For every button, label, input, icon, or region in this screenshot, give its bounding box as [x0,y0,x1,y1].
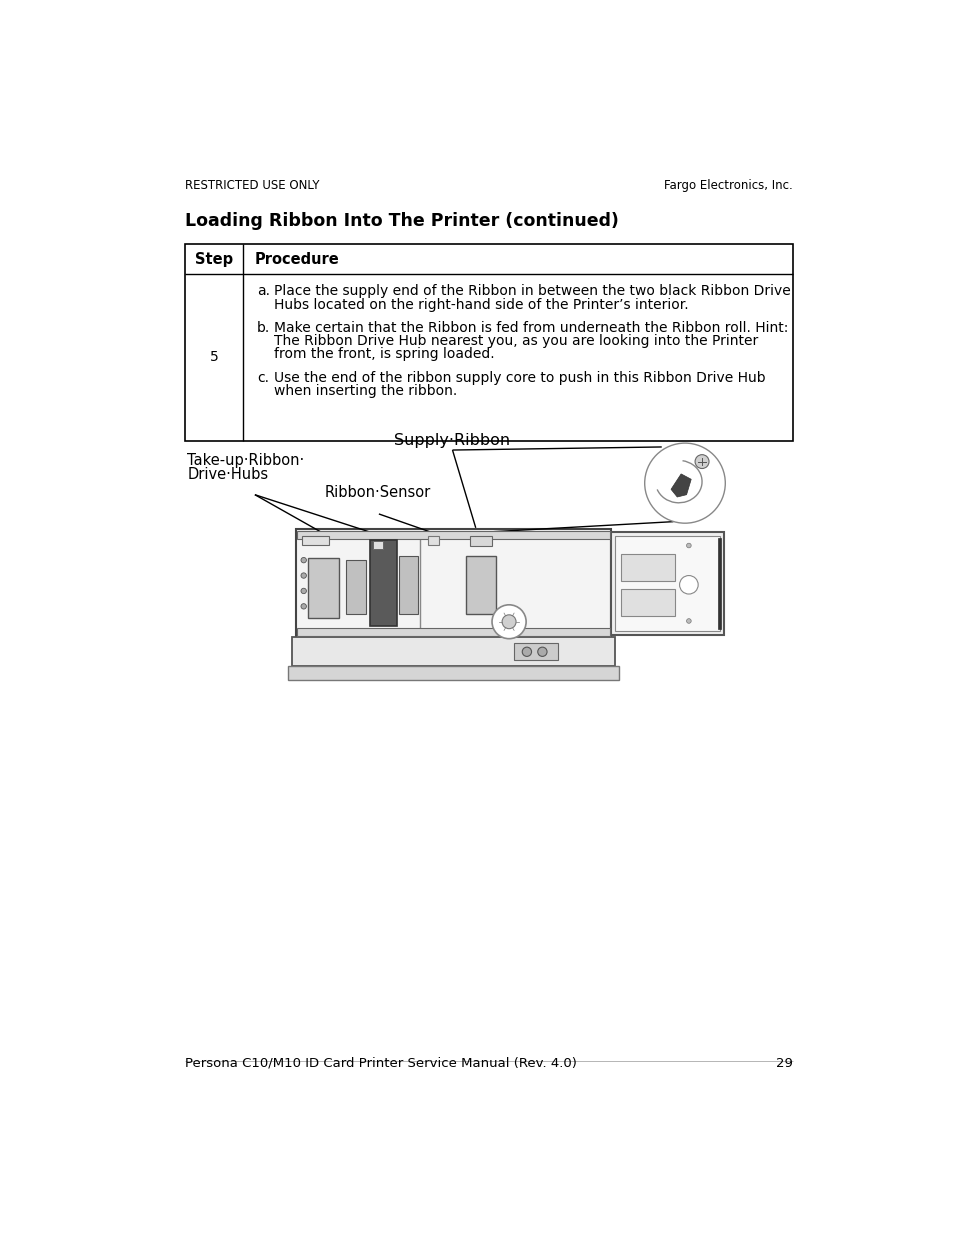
Text: Take-up·Ribbon·: Take-up·Ribbon· [187,453,304,468]
Bar [427,536,439,545]
Bar [302,536,329,545]
Bar [611,531,723,635]
Circle shape [644,443,724,524]
Text: Step: Step [195,252,233,267]
Circle shape [501,615,516,629]
Polygon shape [670,474,691,496]
Text: Loading Ribbon Into The Printer (continued): Loading Ribbon Into The Printer (continu… [185,212,618,230]
Bar [373,541,382,548]
Circle shape [521,647,531,656]
Circle shape [301,588,306,594]
Circle shape [301,557,306,563]
Bar [620,555,674,580]
Text: Supply·Ribbon: Supply·Ribbon [394,433,510,448]
Text: Ribbon·Sensor: Ribbon·Sensor [324,485,431,500]
Text: Fargo Electronics, Inc.: Fargo Electronics, Inc. [663,179,792,191]
Text: 29: 29 [775,1057,792,1070]
Bar [615,536,720,631]
Circle shape [301,604,306,609]
Text: b.: b. [257,321,270,335]
Bar [185,245,792,441]
Text: Drive·Hubs: Drive·Hubs [187,467,269,482]
Bar [620,589,674,615]
Bar [346,561,365,614]
Text: Use the end of the ribbon supply core to push in this Ribbon Drive Hub: Use the end of the ribbon supply core to… [274,370,765,385]
Text: Hubs located on the right-hand side of the Printer’s interior.: Hubs located on the right-hand side of t… [274,298,688,311]
Bar [369,540,396,626]
Text: c.: c. [257,370,269,385]
Circle shape [301,573,306,578]
Bar [717,537,720,629]
Bar [295,530,611,637]
Circle shape [537,647,546,656]
Circle shape [686,543,691,548]
Text: RESTRICTED USE ONLY: RESTRICTED USE ONLY [185,179,319,191]
Bar [292,637,615,667]
Text: from the front, is spring loaded.: from the front, is spring loaded. [274,347,495,361]
Bar [398,556,418,614]
Circle shape [679,576,698,594]
Bar [288,667,618,680]
Bar [470,536,492,546]
Bar [297,627,609,636]
Bar [307,558,338,618]
Text: a.: a. [257,284,270,299]
Text: Place the supply end of the Ribbon in between the two black Ribbon Drive: Place the supply end of the Ribbon in be… [274,284,790,299]
Bar [297,531,609,538]
Bar [466,556,496,614]
Bar [514,643,558,661]
Text: Make certain that the Ribbon is fed from underneath the Ribbon roll. Hint:: Make certain that the Ribbon is fed from… [274,321,788,335]
Circle shape [695,454,708,468]
Circle shape [492,605,525,638]
Text: 5: 5 [210,351,218,364]
Text: when inserting the ribbon.: when inserting the ribbon. [274,384,457,398]
Text: Procedure: Procedure [254,252,339,267]
Text: Persona C10/M10 ID Card Printer Service Manual (Rev. 4.0): Persona C10/M10 ID Card Printer Service … [185,1057,577,1070]
Text: The Ribbon Drive Hub nearest you, as you are looking into the Printer: The Ribbon Drive Hub nearest you, as you… [274,333,758,348]
Circle shape [686,619,691,624]
